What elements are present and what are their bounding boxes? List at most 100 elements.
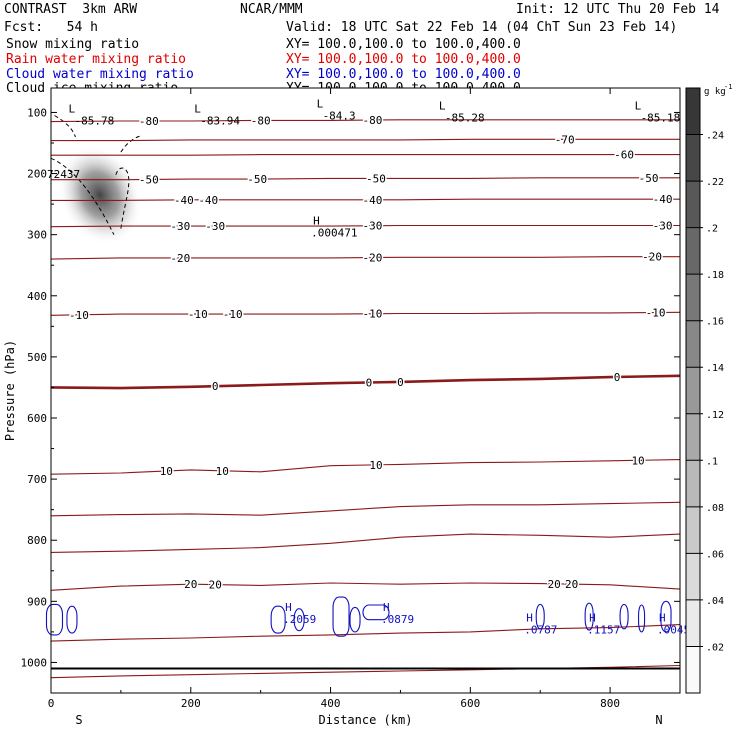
contour-label: 20 bbox=[184, 578, 197, 591]
temp-contour-10 bbox=[50, 459, 681, 475]
cloud-water-contour bbox=[362, 604, 390, 621]
extremum-value: -84.3 bbox=[323, 110, 356, 123]
extremum-value: .2059 bbox=[283, 613, 316, 626]
direction-left-label: S bbox=[75, 713, 82, 727]
x-tick-label: 0 bbox=[48, 697, 55, 710]
extremum-value: .0787 bbox=[524, 624, 557, 637]
contour-label: 0 bbox=[397, 376, 404, 389]
extremum-value: .000471 bbox=[311, 226, 357, 239]
temp-contour-20 bbox=[50, 582, 681, 591]
y-tick-label: 600 bbox=[27, 412, 47, 425]
field-rain-name: Rain water mixing ratio bbox=[6, 52, 187, 67]
colorbar-segment bbox=[686, 506, 700, 554]
contour-label: -80 bbox=[251, 114, 271, 127]
y-tick-label: 200 bbox=[27, 168, 47, 181]
plot-area bbox=[51, 88, 680, 693]
extremum-value: -85.18 bbox=[641, 111, 681, 124]
extremum-H: H bbox=[526, 612, 533, 625]
contour-label: -20 bbox=[642, 251, 662, 264]
cloud-water-contour bbox=[270, 605, 286, 634]
contour-label: -10 bbox=[363, 308, 383, 321]
contour-label: -30 bbox=[653, 220, 673, 233]
cloud-water-contour bbox=[45, 603, 64, 636]
contour-label: 0 bbox=[366, 376, 373, 389]
x-axis-title: Distance (km) bbox=[319, 713, 413, 727]
temp-contour--50 bbox=[51, 177, 680, 181]
colorbar-segment bbox=[686, 646, 700, 694]
temp-contour--20 bbox=[50, 256, 680, 260]
colorbar-segment bbox=[686, 599, 700, 647]
contour-label: -10 bbox=[69, 309, 89, 322]
temp-contour-unlabeled bbox=[50, 624, 681, 642]
cloud-water-contour bbox=[332, 596, 350, 637]
colorbar-unit: g kg bbox=[704, 87, 726, 97]
contour-label: -10 bbox=[646, 306, 666, 319]
contour-label: -30 bbox=[205, 220, 225, 233]
direction-right-label: N bbox=[655, 713, 662, 727]
colorbar-label: .12 bbox=[706, 410, 724, 421]
field-rain-xy: XY= 100.0,100.0 to 100.0,400.0 bbox=[286, 52, 521, 67]
colorbar-unit-exponent: -1 bbox=[724, 83, 732, 91]
colorbar-segment bbox=[686, 227, 700, 275]
cloud-ice-contour bbox=[50, 157, 115, 235]
x-tick-label: 800 bbox=[600, 697, 620, 710]
temp-contour--70 bbox=[51, 138, 680, 142]
extremum-L: L bbox=[635, 99, 642, 112]
colorbar-label: .02 bbox=[706, 642, 724, 653]
extremum-L: L bbox=[68, 102, 75, 115]
contour-label: -50 bbox=[247, 173, 267, 186]
field-snow-name: Snow mixing ratio bbox=[6, 37, 140, 52]
x-tick-label: 400 bbox=[321, 697, 341, 710]
plot-frame bbox=[50, 87, 681, 694]
contour-label: -60 bbox=[614, 149, 634, 162]
contour-label: -30 bbox=[170, 220, 190, 233]
valid-time: Valid: 18 UTC Sat 22 Feb 14 (04 ChT Sun … bbox=[286, 20, 678, 35]
temp-contour--10 bbox=[50, 311, 681, 316]
cloud-water-contour bbox=[66, 605, 78, 634]
contour-label: -10 bbox=[223, 308, 243, 321]
contour-label: -50 bbox=[139, 173, 159, 186]
x-tick-label: 200 bbox=[181, 697, 201, 710]
title-left: CONTRAST 3km ARW bbox=[4, 2, 138, 17]
colorbar-frame bbox=[685, 87, 701, 694]
colorbar-label: .04 bbox=[706, 596, 724, 607]
contour-label: 20 bbox=[209, 579, 222, 592]
colorbar-segment bbox=[686, 134, 700, 182]
field-cloudwater-xy: XY= 100.0,100.0 to 100.0,400.0 bbox=[286, 67, 521, 82]
contour-label: -40 bbox=[653, 193, 673, 206]
colorbar-segment bbox=[686, 413, 700, 461]
cloud-water-contour bbox=[660, 600, 672, 633]
contour-label: 20 bbox=[548, 578, 561, 591]
y-tick-label: 900 bbox=[27, 595, 47, 608]
extremum-value: -85.28 bbox=[445, 111, 485, 124]
y-tick-label: 1000 bbox=[21, 656, 48, 669]
extremum-value: .0879 bbox=[381, 613, 414, 626]
colorbar-label: .24 bbox=[706, 131, 724, 142]
colorbar-segment bbox=[686, 320, 700, 368]
snow-max-label: 72437 bbox=[47, 168, 80, 181]
init-time: Init: 12 UTC Thu 20 Feb 14 bbox=[516, 2, 720, 17]
cloud-water-contour bbox=[293, 608, 305, 632]
extremum-H: H bbox=[659, 612, 666, 625]
forecast-hour: Fcst: 54 h bbox=[4, 20, 98, 35]
contour-label: -50 bbox=[366, 172, 386, 185]
colorbar-segment bbox=[686, 367, 700, 415]
y-tick-label: 800 bbox=[27, 534, 47, 547]
cloud-water-contour bbox=[584, 602, 594, 631]
cloud-water-contour bbox=[349, 606, 361, 633]
colorbar-segment bbox=[686, 88, 700, 136]
cloud-water-contours bbox=[45, 596, 672, 637]
colorbar-label: .16 bbox=[706, 317, 724, 328]
contour-labels: -80 -80 -80-70-60-50 -50 -50 -50-40 -40 -40 -40-… bbox=[47, 98, 690, 637]
contour-label: -70 bbox=[555, 133, 575, 146]
plot-background bbox=[51, 88, 680, 693]
extremum-L: L bbox=[194, 102, 201, 115]
contour-label: 10 bbox=[216, 465, 229, 478]
y-tick-label: 300 bbox=[27, 229, 47, 242]
field-snow-xy: XY= 100.0,100.0 to 100.0,400.0 bbox=[286, 37, 521, 52]
colorbar-label: .14 bbox=[706, 363, 724, 374]
colorbar-segment bbox=[686, 460, 700, 508]
temperature-contours bbox=[50, 119, 681, 679]
temp-contour--30 bbox=[50, 224, 680, 228]
